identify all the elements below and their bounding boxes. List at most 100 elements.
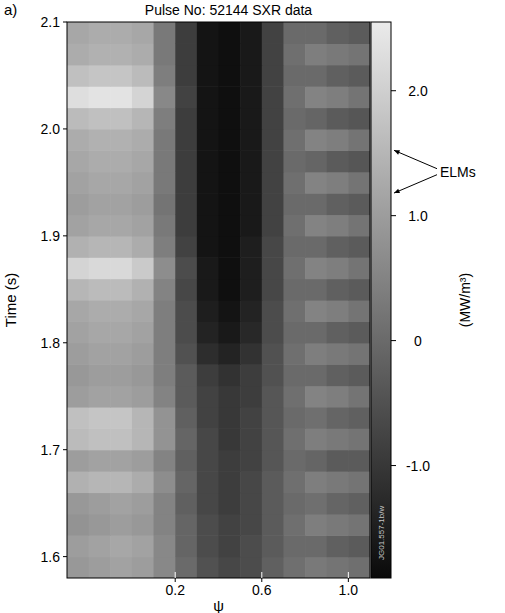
heatmap-cell	[175, 535, 197, 557]
heatmap-cell	[197, 321, 219, 343]
heatmap-cell	[67, 86, 89, 108]
heatmap-cell	[132, 428, 154, 450]
heatmap-cell	[110, 407, 132, 429]
x-tick	[175, 572, 176, 578]
heatmap-cell	[219, 557, 241, 578]
heatmap-cell	[219, 471, 241, 493]
heatmap-cell	[240, 279, 262, 301]
heatmap-cell	[240, 236, 262, 258]
heatmap-cell	[240, 86, 262, 108]
heatmap-cell	[219, 65, 241, 87]
heatmap-cell	[283, 86, 305, 108]
heatmap-cell	[262, 471, 284, 493]
colorbar-tick-label: -1.0	[406, 458, 430, 474]
heatmap-cell	[327, 557, 349, 578]
y-axis-label: Time (s)	[2, 273, 19, 327]
heatmap-cell	[219, 86, 241, 108]
heatmap-cell	[327, 471, 349, 493]
heatmap-cell	[240, 22, 262, 44]
heatmap-cell	[67, 129, 89, 151]
colorbar-tick	[391, 465, 396, 466]
heatmap-cell	[348, 43, 370, 65]
heatmap-cell	[67, 535, 89, 557]
heatmap-cell	[110, 321, 132, 343]
heatmap-cell	[305, 22, 327, 44]
heatmap-cell	[154, 514, 176, 536]
heatmap-cell	[327, 214, 349, 236]
heatmap-cell	[305, 257, 327, 279]
heatmap-cell	[327, 193, 349, 215]
heatmap-cell	[240, 343, 262, 365]
heatmap-cell	[110, 471, 132, 493]
heatmap-cell	[348, 514, 370, 536]
heatmap-cell	[327, 236, 349, 258]
heatmap-cell	[283, 321, 305, 343]
heatmap-cell	[89, 321, 111, 343]
heatmap-cell	[67, 193, 89, 215]
heatmap-cell	[240, 535, 262, 557]
heatmap-cell	[67, 43, 89, 65]
heatmap-cell	[110, 129, 132, 151]
heatmap-cell	[175, 386, 197, 408]
heatmap-cell	[67, 236, 89, 258]
heatmap-cell	[175, 22, 197, 44]
heatmap-cell	[219, 386, 241, 408]
colorbar	[371, 22, 391, 578]
chart: -1.001.02.0(MW/m³)JG01.557-1b/w0.20.61.0…	[0, 0, 505, 613]
heatmap-cell	[262, 43, 284, 65]
heatmap-cell	[305, 279, 327, 301]
heatmap-cell	[89, 450, 111, 472]
heatmap-cell	[67, 108, 89, 130]
heatmap-cell	[175, 300, 197, 322]
heatmap-cell	[283, 514, 305, 536]
heatmap-cell	[283, 364, 305, 386]
colorbar-tick-label: 0	[414, 333, 422, 349]
y-tick	[63, 556, 67, 557]
heatmap-cell	[283, 257, 305, 279]
heatmap-cell	[348, 428, 370, 450]
heatmap-cell	[348, 236, 370, 258]
heatmap-cell	[67, 407, 89, 429]
heatmap-cell	[327, 407, 349, 429]
heatmap-cell	[89, 407, 111, 429]
heatmap-cell	[132, 193, 154, 215]
heatmap-cell	[219, 22, 241, 44]
heatmap-cell	[283, 22, 305, 44]
y-tick	[63, 342, 67, 343]
heatmap-cell	[110, 193, 132, 215]
heatmap-cell	[283, 108, 305, 130]
annotation: ELMs	[440, 164, 476, 180]
arrow-head	[394, 189, 400, 193]
heatmap-cell	[283, 236, 305, 258]
x-tick	[261, 572, 262, 578]
heatmap-cell	[197, 428, 219, 450]
heatmap-cell	[348, 364, 370, 386]
heatmap-cell	[262, 257, 284, 279]
heatmap-cell	[262, 407, 284, 429]
heatmap-cell	[240, 193, 262, 215]
heatmap-cell	[154, 65, 176, 87]
heatmap-cell	[175, 172, 197, 194]
heatmap-cell	[283, 129, 305, 151]
heatmap-cell	[219, 407, 241, 429]
heatmap-cell	[132, 172, 154, 194]
heatmap-cell	[132, 43, 154, 65]
heatmap-cell	[219, 172, 241, 194]
heatmap-cell	[348, 557, 370, 578]
heatmap-cell	[240, 557, 262, 578]
heatmap-cell	[305, 343, 327, 365]
colorbar-tick-label: 1.0	[408, 208, 428, 224]
heatmap-cell	[132, 236, 154, 258]
heatmap-cell	[219, 257, 241, 279]
heatmap-cell	[283, 492, 305, 514]
colorbar-tick	[391, 215, 396, 216]
heatmap-cell	[327, 43, 349, 65]
heatmap-cell	[327, 514, 349, 536]
heatmap-cell	[154, 22, 176, 44]
heatmap-cell	[67, 343, 89, 365]
heatmap-cell	[89, 514, 111, 536]
heatmap-cell	[219, 450, 241, 472]
heatmap-cell	[67, 300, 89, 322]
heatmap-cell	[175, 343, 197, 365]
heatmap-cell	[132, 108, 154, 130]
